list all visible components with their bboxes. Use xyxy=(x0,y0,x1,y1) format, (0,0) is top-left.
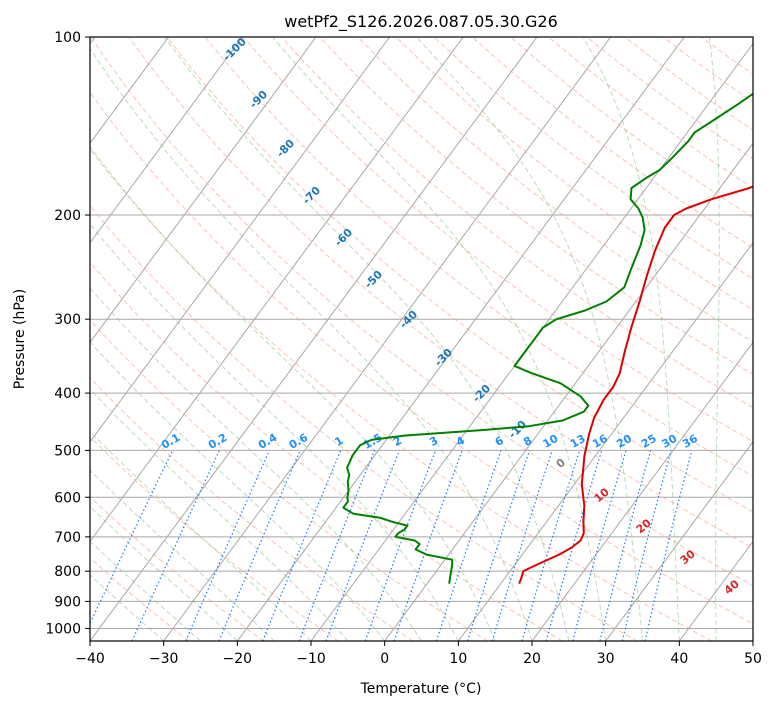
x-tick-label: 0 xyxy=(380,651,389,667)
isotherm-line xyxy=(236,37,685,641)
moist-adiabat-line xyxy=(272,37,607,641)
mixing-ratio-line xyxy=(325,450,400,641)
moist-adiabat-line xyxy=(90,287,422,641)
mixing-ratio-line xyxy=(298,450,376,641)
mixing-ratio-line xyxy=(491,450,553,641)
x-tick-label: 10 xyxy=(449,651,467,667)
mixing-ratio-line xyxy=(393,450,463,641)
mixing-ratio-line xyxy=(545,450,603,641)
moist-adiabat-line xyxy=(90,47,533,641)
isotherm-line xyxy=(531,341,753,641)
moist-adiabat-line xyxy=(90,388,349,641)
mixing-ratio-line xyxy=(599,450,652,641)
isotherm-line xyxy=(163,37,612,641)
dry-adiabat-line xyxy=(90,148,712,641)
y-tick-label: 300 xyxy=(54,312,81,328)
mixing-ratio-line xyxy=(185,450,270,641)
mixing-ratio-line xyxy=(364,450,437,641)
moist-adiabat-line xyxy=(163,37,570,641)
x-tick-label: 40 xyxy=(670,651,688,667)
y-tick-label: 900 xyxy=(54,594,81,610)
mixing-ratio-line xyxy=(435,450,502,641)
moist-adiabat-line xyxy=(708,37,720,641)
x-tick-label: −20 xyxy=(223,651,253,667)
isotherm-line xyxy=(90,37,243,244)
moist-adiabat-line xyxy=(90,469,275,641)
chart-title: wetPf2_S126.2026.087.05.30.G26 xyxy=(284,12,558,32)
mixing-ratio-line xyxy=(621,450,672,641)
dry-adiabat-line xyxy=(90,204,638,641)
moist-adiabat-line xyxy=(90,145,496,641)
y-tick-label: 600 xyxy=(54,490,81,506)
mixing-ratio-line xyxy=(466,450,531,641)
isotherm-line xyxy=(90,37,170,145)
y-tick-label: 500 xyxy=(54,443,81,459)
isotherm-line xyxy=(384,142,753,641)
y-axis-title: Pressure (hPa) xyxy=(12,289,28,389)
mixing-ratio-line xyxy=(572,450,627,641)
x-tick-label: −30 xyxy=(149,651,179,667)
x-tick-label: −10 xyxy=(296,651,326,667)
isotherm-line xyxy=(605,441,753,641)
isotherm-line xyxy=(90,37,464,543)
dry-adiabat-line xyxy=(90,319,488,641)
dry-adiabat-line xyxy=(90,557,190,641)
dry-adiabat-line xyxy=(90,261,563,641)
dry-adiabat-line xyxy=(90,377,414,641)
x-tick-label: −40 xyxy=(75,651,105,667)
isotherm-line xyxy=(90,37,391,443)
moist-adiabat-line xyxy=(582,37,680,641)
moist-adiabat-line xyxy=(90,223,459,641)
dry-adiabat-line xyxy=(90,91,753,625)
moist-adiabat-line xyxy=(416,37,643,641)
mixing-ratio-line xyxy=(218,450,301,641)
moist-adiabat-line xyxy=(90,430,312,641)
x-tick-label: 50 xyxy=(744,651,762,667)
dry-adiabat-line xyxy=(242,37,753,443)
dewpoint-profile-line xyxy=(342,92,753,584)
plot-frame xyxy=(89,36,754,642)
y-tick-label: 400 xyxy=(54,386,81,402)
mixing-ratio-line xyxy=(521,450,581,641)
x-tick-label: 30 xyxy=(597,651,615,667)
isotherm-line xyxy=(752,640,753,641)
y-tick-label: 700 xyxy=(54,530,81,546)
x-tick-label: 20 xyxy=(523,651,541,667)
plot-background xyxy=(90,37,753,641)
y-tick-label: 1000 xyxy=(45,621,81,637)
dry-adiabat-line xyxy=(281,37,753,409)
axes: −40 −30 −20 −10 0 10 20 30 40 50 100 200 300 400 500 60… xyxy=(45,30,762,667)
dry-adiabat-line xyxy=(128,37,753,549)
x-axis-title: Temperature (°C) xyxy=(360,681,482,697)
isotherm-line xyxy=(457,241,753,641)
dry-adiabat-line xyxy=(166,37,753,513)
y-tick-label: 800 xyxy=(54,564,81,580)
isotherm-line xyxy=(90,37,317,344)
y-tick-label: 100 xyxy=(54,30,81,46)
y-tick-label: 200 xyxy=(54,208,81,224)
dry-adiabat-line xyxy=(395,37,753,311)
mixing-ratio-line xyxy=(262,450,342,641)
temperature-profile-line xyxy=(518,185,753,585)
mixing-ratio-line xyxy=(644,450,693,641)
